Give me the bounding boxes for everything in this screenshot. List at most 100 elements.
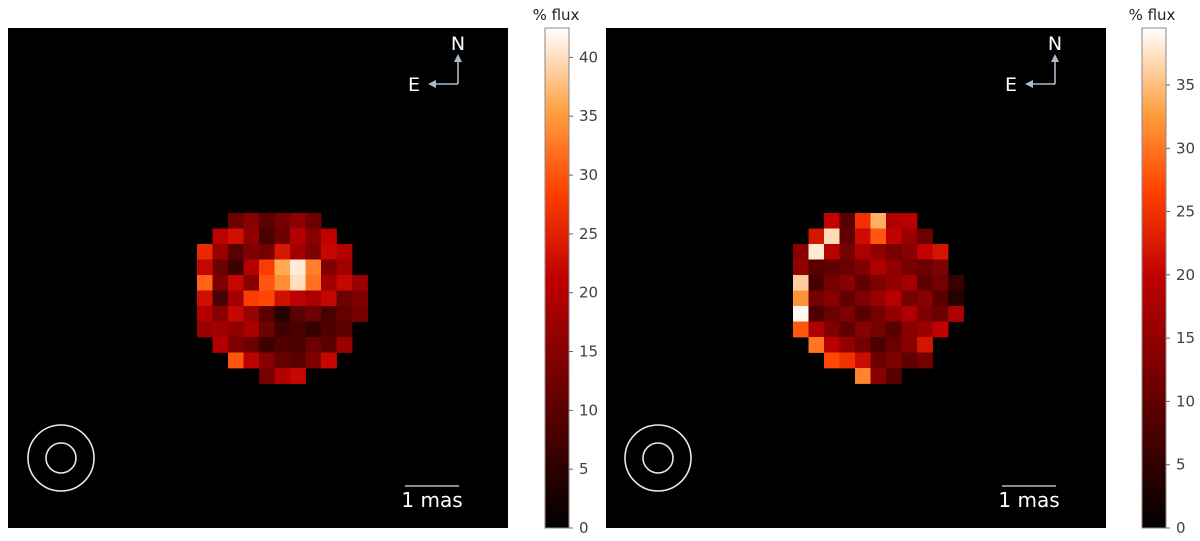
heatmap-pixel xyxy=(886,290,902,307)
heatmap-pixel xyxy=(243,275,260,291)
heatmap-pixel xyxy=(808,321,825,338)
scale-bar-right: 1 mas xyxy=(998,485,1060,512)
heatmap-pixel xyxy=(228,352,244,369)
heatmap-pixel xyxy=(886,228,902,245)
heatmap-pixel xyxy=(901,213,918,229)
colorbar-title: % flux xyxy=(533,6,580,24)
heatmap-pixel xyxy=(274,275,291,291)
heatmap-pixel xyxy=(259,352,275,369)
heatmap-pixel xyxy=(290,337,306,353)
heatmap-pixel xyxy=(901,337,918,353)
colorbar-tick-label: 20 xyxy=(1176,266,1195,284)
heatmap-pixel xyxy=(197,244,213,260)
compass-east-label: E xyxy=(1005,74,1017,96)
heatmap-pixel xyxy=(290,228,306,245)
heatmap-pixel xyxy=(855,259,871,276)
scale-bar-left: 1 mas xyxy=(401,485,463,512)
colorbar-title: % flux xyxy=(1129,6,1176,24)
heatmap-pixel xyxy=(259,244,275,260)
heatmap-pixel xyxy=(855,368,871,384)
heatmap-pixel xyxy=(259,259,275,276)
heatmap-pixel xyxy=(793,306,809,322)
heatmap-pixel xyxy=(243,306,260,322)
heatmap-pixel xyxy=(839,306,856,322)
heatmap-pixel xyxy=(886,368,902,384)
north-arrowhead-icon xyxy=(454,54,462,62)
heatmap-pixel xyxy=(855,244,871,260)
heatmap-pixel xyxy=(870,306,887,322)
heatmap-pixel xyxy=(917,337,933,353)
colorbar-tick-label: 5 xyxy=(1176,456,1186,474)
heatmap-pixel xyxy=(824,352,840,369)
heatmap-pixel xyxy=(305,244,322,260)
colorbar-tick-label: 35 xyxy=(1176,76,1195,94)
heatmap-pixel xyxy=(932,259,949,276)
heatmap-pixel xyxy=(808,244,825,260)
heatmap-pixel xyxy=(855,306,871,322)
heatmap-pixel xyxy=(932,290,949,307)
heatmap-pixel xyxy=(948,290,964,307)
heatmap-pixel xyxy=(352,290,368,307)
heatmap-pixel xyxy=(870,368,887,384)
heatmap-pixel xyxy=(839,259,856,276)
heatmap-pixel xyxy=(808,306,825,322)
heatmap-pixel xyxy=(243,244,260,260)
colorbar-tick-label: 30 xyxy=(579,166,598,184)
heatmap-pixel xyxy=(290,321,306,338)
heatmap-pixel xyxy=(321,306,337,322)
heatmap-pixel xyxy=(321,337,337,353)
heatmap-pixel xyxy=(886,275,902,291)
heatmap-pixel xyxy=(839,290,856,307)
heatmap-pixel xyxy=(259,228,275,245)
compass-left: N E xyxy=(408,33,465,96)
heatmap-pixel xyxy=(855,275,871,291)
heatmap-pixel xyxy=(886,244,902,260)
heatmap-pixel xyxy=(886,337,902,353)
heatmap-pixel xyxy=(886,321,902,338)
colorbar-tick-label: 10 xyxy=(1176,392,1195,410)
heatmap-pixel xyxy=(212,321,229,338)
heatmap-pixel xyxy=(321,290,337,307)
heatmap-pixel xyxy=(839,352,856,369)
heatmap-pixel xyxy=(917,275,933,291)
scale-bar-label: 1 mas xyxy=(998,488,1059,512)
heatmap-pixel xyxy=(259,290,275,307)
heatmap-pixel xyxy=(917,244,933,260)
heatmap-pixel xyxy=(855,321,871,338)
heatmap-pixel xyxy=(243,321,260,338)
colorbar-right: % flux 0 5 10 15 20 25 30 35 xyxy=(1129,6,1196,537)
heatmap-pixel xyxy=(259,275,275,291)
heatmap-pixel xyxy=(793,275,809,291)
colorbar-left: % flux 0 5 10 15 20 25 30 35 40 xyxy=(533,6,599,537)
heatmap-pixel xyxy=(932,244,949,260)
heatmap-pixel xyxy=(228,337,244,353)
heatmap-pixel xyxy=(793,290,809,307)
heatmap-pixel xyxy=(321,352,337,369)
colorbar-tick-label: 40 xyxy=(579,48,598,66)
heatmap-pixel xyxy=(824,290,840,307)
heatmap-pixel xyxy=(259,337,275,353)
heatmap-pixel xyxy=(212,290,229,307)
heatmap-pixel xyxy=(197,290,213,307)
heatmap-pixel xyxy=(305,290,322,307)
heatmap-pixel xyxy=(290,213,306,229)
panel-left: N E 1 mas % flux 0 5 10 15 20 25 30 35 40 xyxy=(8,6,598,537)
heatmap-pixels-right xyxy=(793,213,964,384)
heatmap-pixel xyxy=(290,259,306,276)
heatmap-pixel xyxy=(197,259,213,276)
heatmap-pixel xyxy=(808,290,825,307)
heatmap-pixel xyxy=(917,290,933,307)
panel-right: N E 1 mas % flux 0 5 10 15 20 25 30 35 xyxy=(606,6,1195,537)
heatmap-pixel xyxy=(305,259,322,276)
heatmap-pixel xyxy=(243,259,260,276)
heatmap-pixel xyxy=(824,321,840,338)
heatmap-pixel xyxy=(228,213,244,229)
heatmap-pixel xyxy=(259,321,275,338)
heatmap-pixel xyxy=(228,244,244,260)
heatmap-pixel xyxy=(824,228,840,245)
heatmap-pixel xyxy=(290,290,306,307)
heatmap-pixel xyxy=(901,259,918,276)
heatmap-pixel xyxy=(855,213,871,229)
heatmap-pixel xyxy=(259,306,275,322)
